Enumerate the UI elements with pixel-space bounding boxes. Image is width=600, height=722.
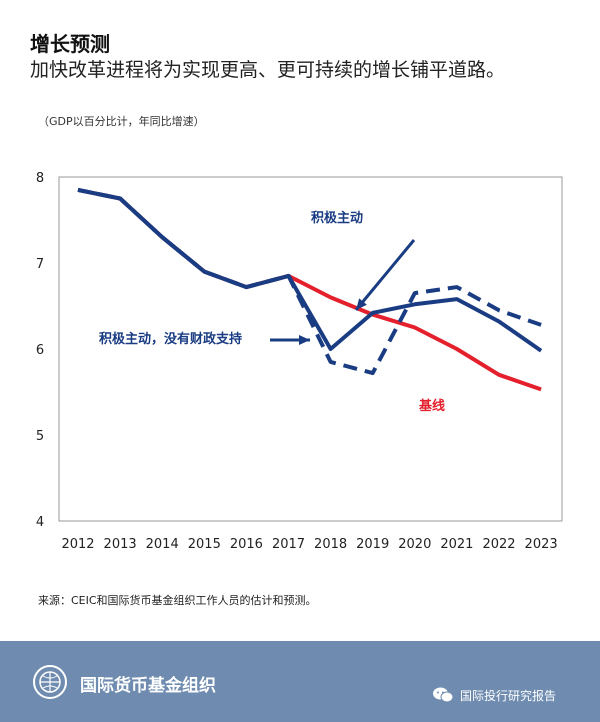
imf-brand-name: 国际货币基金组织: [80, 676, 216, 696]
x-tick-label: 2021: [440, 537, 473, 552]
annotation-active-no-fiscal-arrow-head: [299, 335, 310, 345]
y-tick-label: 6: [36, 343, 44, 358]
x-tick-label: 2023: [525, 537, 558, 552]
source-note: 来源：CEIC和国际货币基金组织工作人员的估计和预测。: [38, 594, 317, 607]
x-tick-label: 2016: [230, 537, 263, 552]
footer-bar: 国际货币基金组织 国际投行研究报告: [0, 641, 600, 722]
series-line-active: [77, 187, 543, 353]
series-line-baseline: [77, 187, 542, 392]
x-tick-label: 2014: [146, 537, 179, 552]
x-tick-label: 2020: [398, 537, 431, 552]
shared-history-overlay: [77, 187, 290, 290]
x-tick-label: 2017: [272, 537, 305, 552]
x-tick-label: 2018: [314, 537, 347, 552]
annotation-active-no-fiscal: 积极主动，没有财政支持: [99, 331, 242, 347]
x-tick-label: 2022: [482, 537, 515, 552]
annotation-active: 积极主动: [311, 210, 363, 226]
x-tick-label: 2012: [61, 537, 94, 552]
imf-seal-logo-icon: [33, 665, 67, 699]
y-tick-label: 8: [36, 171, 44, 186]
unit-note: （GDP以百分比计，年同比增速）: [38, 115, 205, 128]
chart-subtitle: 加快改革进程将为实现更高、更可持续的增长铺平道路。: [30, 59, 506, 81]
x-tick-label: 2019: [356, 537, 389, 552]
y-tick-label: 4: [36, 515, 44, 530]
chart-title: 增长预测: [30, 32, 110, 56]
annotation-active-arrow: [354, 239, 416, 311]
wechat-icon: [433, 687, 454, 703]
x-tick-label: 2015: [188, 537, 221, 552]
line-chart: 4 5 6 7 8 2012 2013 2014 2015 2016 2017 2018 2019 202…: [36, 171, 563, 552]
annotation-active-arrow-head: [356, 298, 367, 310]
wechat-account-name: 国际投行研究报告: [460, 689, 557, 703]
x-tick-label: 2013: [104, 537, 137, 552]
y-tick-label: 5: [36, 429, 44, 444]
annotation-baseline: 基线: [418, 398, 445, 414]
y-tick-label: 7: [36, 257, 44, 272]
plot-frame: [58, 176, 563, 522]
